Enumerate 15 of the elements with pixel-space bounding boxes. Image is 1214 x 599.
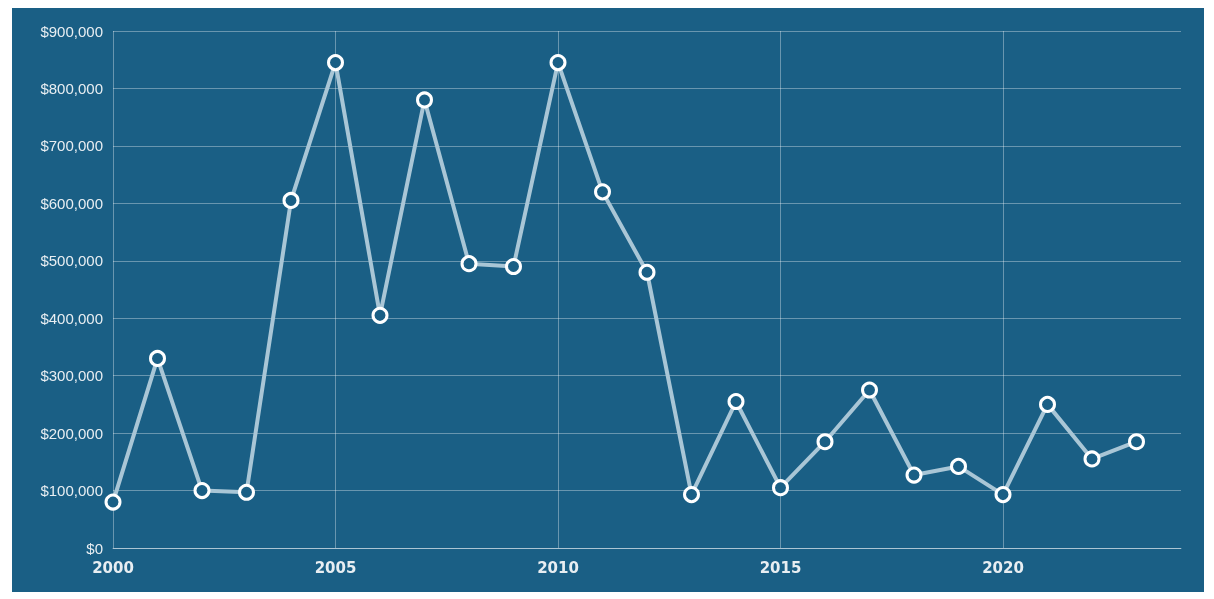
y-tick-label: $0 bbox=[86, 539, 103, 557]
y-tick-label: $700,000 bbox=[40, 137, 103, 155]
y-tick-label: $100,000 bbox=[40, 482, 103, 500]
x-tick-label: 2005 bbox=[314, 558, 357, 577]
x-tick-label: 2020 bbox=[982, 558, 1024, 577]
x-tick-label: 2015 bbox=[759, 558, 802, 577]
y-tick-label: $600,000 bbox=[40, 194, 103, 212]
y-tick-label: $500,000 bbox=[40, 252, 103, 270]
x-tick-label: 2010 bbox=[537, 558, 579, 577]
y-tick-label: $300,000 bbox=[40, 367, 103, 385]
x-tick-label: 2000 bbox=[92, 558, 134, 577]
y-tick-label: $900,000 bbox=[40, 22, 103, 40]
y-tick-label: $400,000 bbox=[40, 309, 103, 327]
y-tick-label: $200,000 bbox=[40, 424, 103, 442]
y-tick-label: $800,000 bbox=[40, 79, 103, 97]
